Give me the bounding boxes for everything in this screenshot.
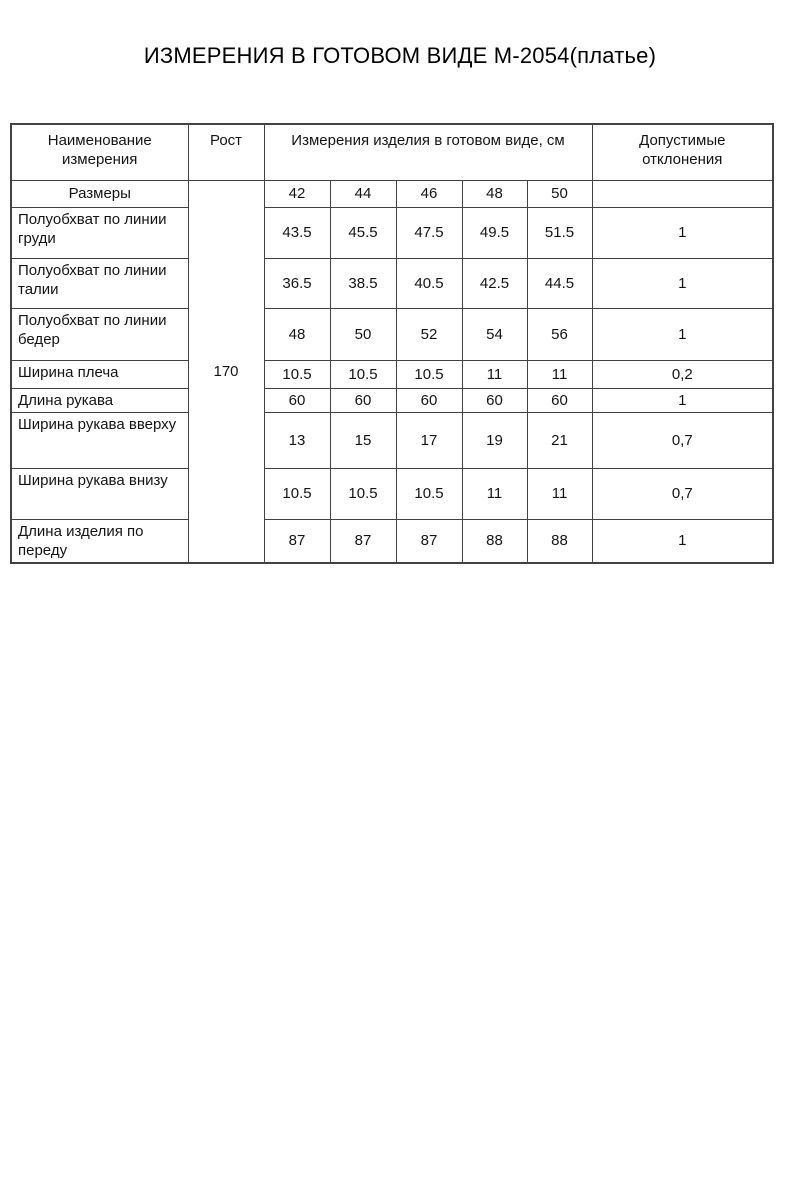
value-cell: 15 bbox=[329, 411, 397, 469]
header-measurements: Измерения изделия в готовом виде, см bbox=[263, 123, 593, 181]
value-cell: 60 bbox=[461, 387, 528, 413]
row-label: Длина изделия по переду bbox=[10, 518, 189, 563]
tolerance-cell: 1 bbox=[591, 307, 774, 361]
value-cell: 87 bbox=[263, 518, 331, 563]
value-cell: 87 bbox=[395, 518, 463, 563]
value-cell: 51.5 bbox=[526, 206, 593, 259]
value-cell: 45.5 bbox=[329, 206, 397, 259]
size-header-cell: 50 bbox=[526, 179, 593, 208]
size-header-cell: 48 bbox=[461, 179, 528, 208]
row-label: Ширина плеча bbox=[10, 359, 189, 389]
value-cell: 56 bbox=[526, 307, 593, 361]
sizes-label: Размеры bbox=[10, 179, 189, 208]
measurements-table: Наименование измерения Рост Измерения из… bbox=[10, 123, 775, 564]
value-cell: 42.5 bbox=[461, 257, 528, 309]
value-cell: 48 bbox=[263, 307, 331, 361]
value-cell: 60 bbox=[526, 387, 593, 413]
value-cell: 52 bbox=[395, 307, 463, 361]
value-cell: 19 bbox=[461, 411, 528, 469]
tolerance-cell: 1 bbox=[591, 387, 774, 413]
value-cell: 36.5 bbox=[263, 257, 331, 309]
value-cell: 43.5 bbox=[263, 206, 331, 259]
size-header-cell: 42 bbox=[263, 179, 331, 208]
value-cell: 13 bbox=[263, 411, 331, 469]
value-cell: 49.5 bbox=[461, 206, 528, 259]
value-cell: 88 bbox=[526, 518, 593, 563]
size-header-cell: 46 bbox=[395, 179, 463, 208]
value-cell: 10.5 bbox=[263, 467, 331, 520]
table-row-sleeve-width-bottom: Ширина рукава внизу 10.5 10.5 10.5 11 11… bbox=[10, 467, 774, 520]
tolerance-cell: 1 bbox=[591, 257, 774, 309]
value-cell: 17 bbox=[395, 411, 463, 469]
value-cell: 60 bbox=[395, 387, 463, 413]
table-row-hips: Полуобхват по линии бедер 48 50 52 54 56… bbox=[10, 307, 774, 361]
tolerance-cell: 1 bbox=[591, 206, 774, 259]
table-row-sleeve-width-top: Ширина рукава вверху 13 15 17 19 21 0,7 bbox=[10, 411, 774, 469]
value-cell: 88 bbox=[461, 518, 528, 563]
value-cell: 47.5 bbox=[395, 206, 463, 259]
value-cell: 11 bbox=[461, 359, 528, 389]
table-row-sleeve-length: Длина рукава 60 60 60 60 60 1 bbox=[10, 387, 774, 413]
tolerance-cell: 0,7 bbox=[591, 411, 774, 469]
tolerance-empty-cell bbox=[591, 179, 774, 208]
value-cell: 40.5 bbox=[395, 257, 463, 309]
tolerance-cell: 0,2 bbox=[591, 359, 774, 389]
value-cell: 87 bbox=[329, 518, 397, 563]
value-cell: 10.5 bbox=[329, 359, 397, 389]
page-title: ИЗМЕРЕНИЯ В ГОТОВОМ ВИДЕ М-2054(платье) bbox=[143, 43, 657, 68]
value-cell: 10.5 bbox=[395, 359, 463, 389]
value-cell: 11 bbox=[526, 359, 593, 389]
value-cell: 60 bbox=[263, 387, 331, 413]
tolerance-cell: 1 bbox=[591, 518, 774, 563]
table-row-waist: Полуобхват по линии талии 36.5 38.5 40.5… bbox=[10, 257, 774, 309]
value-cell: 44.5 bbox=[526, 257, 593, 309]
size-header-cell: 44 bbox=[329, 179, 397, 208]
value-cell: 38.5 bbox=[329, 257, 397, 309]
table-row-shoulder-width: Ширина плеча 10.5 10.5 10.5 11 11 0,2 bbox=[10, 359, 774, 389]
row-label: Ширина рукава внизу bbox=[10, 467, 189, 520]
value-cell: 11 bbox=[461, 467, 528, 520]
row-label: Полуобхват по линии груди bbox=[10, 206, 189, 259]
header-tolerance: Допустимые отклонения bbox=[591, 123, 774, 181]
value-cell: 50 bbox=[329, 307, 397, 361]
value-cell: 60 bbox=[329, 387, 397, 413]
height-value-cell: 170 bbox=[187, 179, 265, 563]
value-cell: 10.5 bbox=[329, 467, 397, 520]
value-cell: 11 bbox=[526, 467, 593, 520]
row-label: Длина рукава bbox=[10, 387, 189, 413]
header-measurement-name: Наименование измерения bbox=[10, 123, 189, 181]
row-label: Полуобхват по линии бедер bbox=[10, 307, 189, 361]
table-row-front-length: Длина изделия по переду 87 87 87 88 88 1 bbox=[10, 518, 774, 563]
row-label: Ширина рукава вверху bbox=[10, 411, 189, 469]
row-label: Полуобхват по линии талии bbox=[10, 257, 189, 309]
value-cell: 54 bbox=[461, 307, 528, 361]
tolerance-cell: 0,7 bbox=[591, 467, 774, 520]
sizes-row: Размеры 170 42 44 46 48 50 bbox=[10, 179, 774, 563]
value-cell: 10.5 bbox=[263, 359, 331, 389]
table-row-chest: Полуобхват по линии груди 43.5 45.5 47.5… bbox=[10, 206, 774, 259]
value-cell: 10.5 bbox=[395, 467, 463, 520]
table-header-row: Наименование измерения Рост Измерения из… bbox=[10, 123, 774, 181]
value-cell: 21 bbox=[526, 411, 593, 469]
header-height: Рост bbox=[187, 123, 265, 181]
